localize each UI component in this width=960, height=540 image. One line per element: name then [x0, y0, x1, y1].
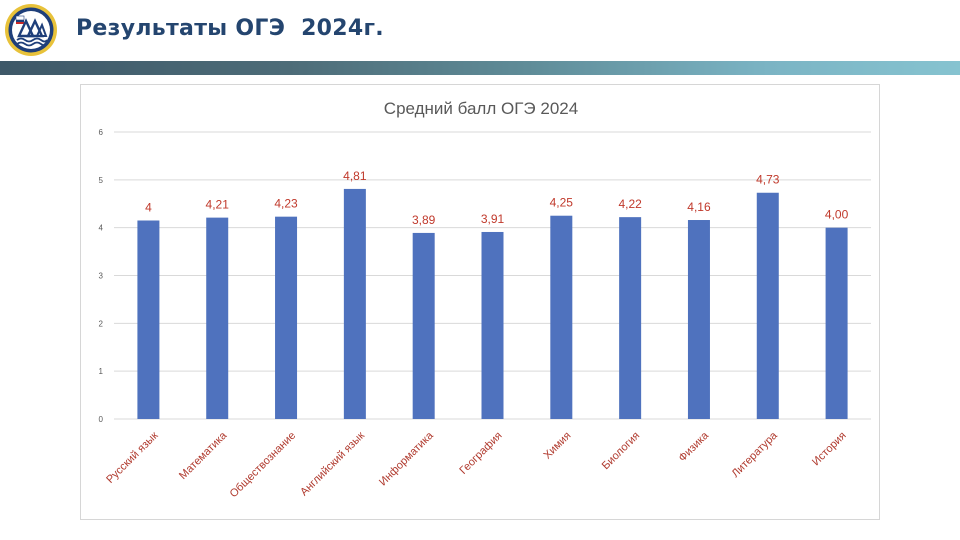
bar [137, 220, 160, 419]
category-label: Русский язык [104, 430, 160, 486]
y-axis-ticks: 0 1 2 3 4 5 6 [99, 128, 104, 424]
data-label: 4,16 [687, 200, 711, 214]
category-label: Химия [542, 430, 574, 462]
category-label: Обществознание [228, 430, 299, 501]
data-label: 4,22 [618, 197, 642, 211]
y-tick-label: 5 [99, 176, 104, 185]
category-label: История [810, 430, 849, 469]
bar [550, 215, 573, 419]
category-label: География [457, 430, 504, 477]
bar [619, 217, 642, 419]
data-label: 4,23 [274, 197, 298, 211]
data-label: 3,91 [481, 212, 505, 226]
bar [206, 217, 229, 419]
category-label: Английский язык [298, 430, 367, 499]
y-tick-label: 2 [99, 319, 104, 328]
bar [343, 188, 366, 419]
category-label: Информатика [377, 429, 436, 488]
bar [481, 231, 504, 419]
page-title: Результаты ОГЭ 2024г. [76, 16, 384, 41]
bar [275, 216, 298, 419]
data-labels: 4 4,21 4,23 4,81 3,89 3,91 4,25 4,22 4,16 4,73 4,0… [145, 169, 849, 227]
data-label: 4,00 [825, 208, 849, 222]
data-label: 3,89 [412, 213, 436, 227]
bar [756, 192, 779, 419]
y-tick-label: 0 [99, 415, 104, 424]
chart-title: Средний балл ОГЭ 2024 [384, 99, 578, 118]
category-label: Физика [677, 429, 712, 464]
category-label: Литература [730, 429, 781, 480]
bars [137, 188, 848, 419]
header-decorative-band [0, 61, 960, 75]
data-label: 4 [145, 200, 152, 214]
bar [412, 232, 435, 419]
data-label: 4,73 [756, 173, 780, 187]
data-label: 4,21 [206, 198, 230, 212]
y-tick-label: 1 [99, 367, 104, 376]
data-label: 4,81 [343, 169, 367, 183]
bar [825, 227, 848, 419]
category-label: Математика [177, 429, 230, 482]
header: Результаты ОГЭ 2024г. [0, 0, 960, 62]
y-tick-label: 3 [99, 272, 104, 281]
y-tick-label: 4 [99, 224, 104, 233]
category-label: Биология [600, 430, 642, 472]
school-logo-icon [5, 4, 57, 56]
bar [687, 220, 710, 419]
data-label: 4,25 [550, 196, 574, 210]
y-tick-label: 6 [99, 128, 104, 137]
